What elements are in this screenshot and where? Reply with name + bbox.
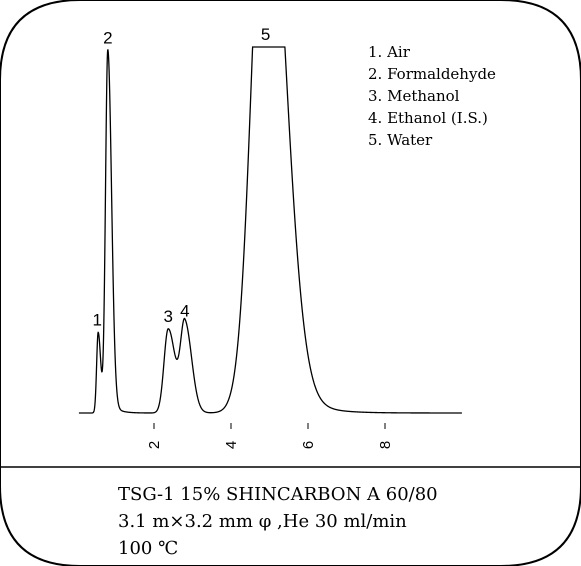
- caption-conditions-line: 3.1 m×3.2 mm φ ,He 30 ml/min: [118, 511, 407, 532]
- legend: 1. Air 2. Formaldehyde 3. Methanol 4. Et…: [368, 43, 496, 149]
- x-tick-label-6: 6: [300, 441, 317, 449]
- peak-label-4: 4: [180, 301, 189, 320]
- legend-item-1: 1. Air: [368, 43, 411, 61]
- legend-item-2: 2. Formaldehyde: [368, 65, 496, 83]
- x-axis: 2 4 6 8: [146, 423, 394, 449]
- caption-temperature-line: 100 ℃: [118, 538, 178, 559]
- peak-label-3: 3: [163, 307, 172, 326]
- caption: TSG-1 15% SHINCARBON A 60/80 3.1 m×3.2 m…: [118, 484, 438, 559]
- chromatogram-trace: [78, 46, 462, 414]
- x-tick-label-4: 4: [223, 441, 240, 449]
- peak-label-2: 2: [103, 29, 112, 48]
- legend-item-5: 5. Water: [368, 131, 433, 149]
- peak-label-5: 5: [261, 25, 270, 44]
- peak-label-1: 1: [92, 311, 101, 330]
- x-tick-label-8: 8: [377, 441, 394, 449]
- peak-labels: 1 2 3 4 5: [92, 25, 270, 330]
- x-tick-label-2: 2: [146, 441, 163, 449]
- legend-item-3: 3. Methanol: [368, 87, 460, 105]
- legend-item-4: 4. Ethanol (I.S.): [368, 109, 488, 127]
- caption-column-line: TSG-1 15% SHINCARBON A 60/80: [118, 484, 438, 505]
